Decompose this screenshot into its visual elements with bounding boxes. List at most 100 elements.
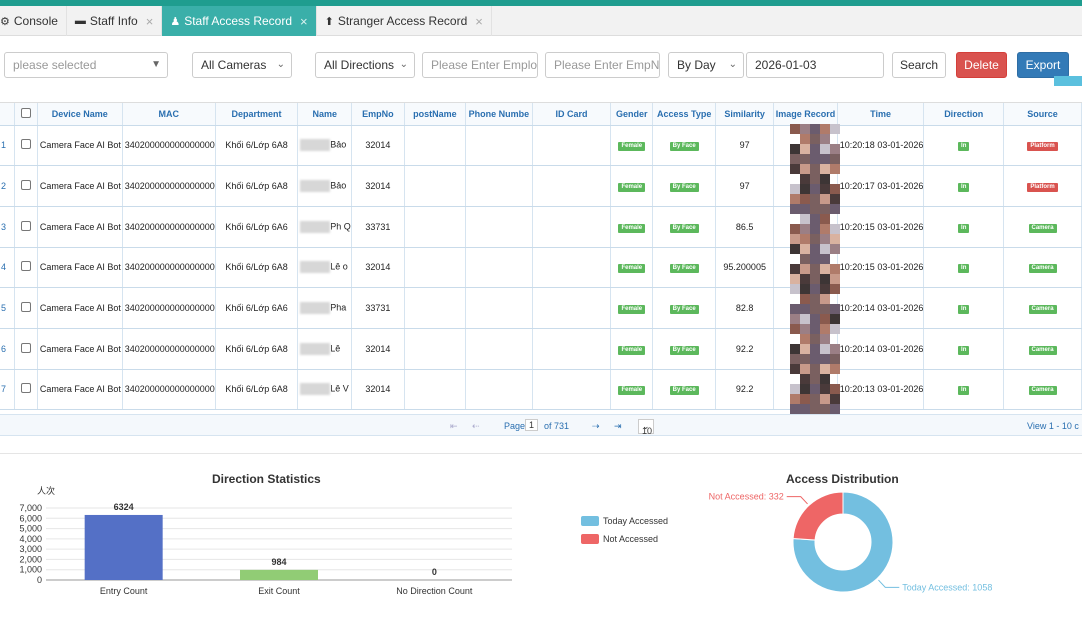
table-row[interactable]: 6 Camera Face AI Bot 340200000000000000 Khố… [0, 328, 1082, 370]
pixel-block [810, 404, 820, 414]
slice-today-accessed [792, 491, 894, 593]
pixel-block [800, 134, 810, 144]
row-checkbox[interactable] [21, 383, 32, 394]
tab-staff-access-record[interactable]: ♟ Staff Access Record × [162, 6, 317, 36]
close-icon[interactable]: × [475, 13, 483, 29]
table-row[interactable]: 2 Camera Face AI Bot 340200000000000000 Khố… [0, 165, 1082, 207]
pixel-block [820, 314, 830, 324]
phone-cell [465, 369, 533, 411]
pixel-block [830, 344, 840, 354]
delete-button[interactable]: Delete [956, 52, 1007, 78]
column-header[interactable]: postName [404, 103, 467, 126]
pixel-block [800, 314, 810, 324]
column-header[interactable]: MAC [122, 103, 216, 126]
device-name-cell: Camera Face AI Bot [37, 165, 123, 207]
column-header[interactable]: EmpNo [351, 103, 405, 126]
staff-select[interactable]: please selected ▼ [4, 52, 168, 78]
camera-select[interactable]: All Cameras ⌄ [192, 52, 292, 78]
pixel-block [810, 314, 820, 324]
column-header[interactable]: ID Card [532, 103, 612, 126]
name-cell: Pha [297, 287, 353, 329]
column-header[interactable]: Time [837, 103, 925, 126]
column-header[interactable]: Direction [923, 103, 1005, 126]
export-button[interactable]: Export [1017, 52, 1069, 78]
search-button[interactable]: Search [892, 52, 946, 78]
pixel-block [800, 364, 810, 374]
column-header[interactable]: Similarity [715, 103, 775, 126]
pixel-block [810, 324, 820, 334]
direction-badge: In [958, 305, 970, 315]
page-label: Page [504, 421, 526, 431]
row-checkbox[interactable] [21, 220, 32, 231]
row-checkbox[interactable] [21, 302, 32, 313]
pixel-block [810, 194, 820, 204]
side-toggle-tab[interactable] [1054, 76, 1082, 86]
similarity-cell: 97 [715, 125, 775, 167]
next-page-icon[interactable]: ⇢ [592, 421, 600, 431]
legend-label-not: Not Accessed [603, 534, 659, 544]
pixel-block [810, 334, 820, 344]
pixel-block [830, 224, 840, 234]
empno-input[interactable]: Please Enter EmpNo [545, 52, 660, 78]
direction-badge: In [958, 142, 970, 152]
column-header[interactable]: Device Name [37, 103, 123, 126]
rows-per-page-select[interactable]: 10 ⌄ [638, 419, 654, 436]
pixel-block [790, 144, 800, 154]
time-cell: 10:20:14 03-01-2026 [837, 328, 925, 370]
redacted-name [300, 261, 331, 274]
phone-cell [465, 247, 533, 289]
row-checkbox[interactable] [21, 180, 32, 191]
direction-cell: In [923, 287, 1005, 329]
legend-swatch-not [581, 534, 599, 544]
column-header[interactable]: Department [215, 103, 299, 126]
column-header[interactable]: Source [1003, 103, 1082, 126]
table-row[interactable]: 4 Camera Face AI Bot 340200000000000000 Khố… [0, 247, 1082, 289]
row-checkbox[interactable] [21, 139, 32, 150]
column-header[interactable]: Phone Numbe [465, 103, 533, 126]
legend-not-accessed[interactable]: Not Accessed [581, 534, 658, 544]
column-header[interactable]: Image Record [773, 103, 838, 126]
tab-staff-info[interactable]: ▬ Staff Info × [67, 6, 163, 36]
pixel-block [820, 324, 830, 334]
gender-badge: Female [618, 142, 646, 152]
close-icon[interactable]: × [300, 13, 308, 29]
y-tick-label: 3,000 [19, 544, 42, 554]
department-cell: Khối 6/Lớp 6A8 [215, 328, 299, 370]
legend-today-accessed[interactable]: Today Accessed [581, 516, 668, 526]
source-badge: Camera [1028, 345, 1057, 355]
empno-cell: 33731 [351, 287, 405, 329]
table-row[interactable]: 5 Camera Face AI Bot 340200000000000000 Khố… [0, 287, 1082, 329]
select-all-checkbox[interactable] [21, 107, 32, 118]
period-select[interactable]: By Day ⌄ [668, 52, 744, 78]
column-header[interactable]: Name [297, 103, 353, 126]
table-row[interactable]: 1 Camera Face AI Bot 340200000000000000 Khố… [0, 125, 1082, 167]
employee-name-input[interactable]: Please Enter Employ [422, 52, 538, 78]
direction-select[interactable]: All Directions ⌄ [315, 52, 415, 78]
table-row[interactable]: 3 Camera Face AI Bot 340200000000000000 Khố… [0, 206, 1082, 248]
empno-cell: 32014 [351, 328, 405, 370]
pixel-block [790, 364, 800, 374]
last-page-icon[interactable]: ⇥ [614, 421, 622, 431]
close-icon[interactable]: × [145, 13, 154, 29]
row-number: 1 [0, 125, 16, 167]
gender-cell: Female [610, 206, 654, 248]
tab-console[interactable]: ⚙ Console [0, 6, 67, 36]
mac-cell: 340200000000000000 [122, 287, 216, 329]
tab-stranger-access-record[interactable]: ⬆ Stranger Access Record × [317, 6, 492, 36]
rows-per-page-value: 10 [642, 426, 653, 436]
column-header[interactable]: Access Type [652, 103, 717, 126]
tab-bar: ⚙ Console ▬ Staff Info × ♟ Staff Access Record… [0, 6, 1082, 36]
row-checkbox[interactable] [21, 261, 32, 272]
pixel-block [800, 384, 810, 394]
prev-page-icon[interactable]: ⇠ [472, 421, 480, 431]
similarity-cell: 92.2 [715, 328, 775, 370]
row-checkbox-cell [14, 328, 38, 370]
access-distribution-chart: Today Accessed: 1058 Not Accessed: 332 [709, 491, 992, 593]
table-row[interactable]: 7 Camera Face AI Bot 340200000000000000 Khố… [0, 369, 1082, 411]
row-checkbox[interactable] [21, 342, 32, 353]
first-page-icon[interactable]: ⇤ [450, 421, 458, 431]
date-input[interactable]: 2026-01-03 [746, 52, 884, 78]
column-header[interactable]: Gender [610, 103, 654, 126]
page-input[interactable]: 1 [525, 419, 539, 431]
pixel-block [800, 354, 810, 364]
